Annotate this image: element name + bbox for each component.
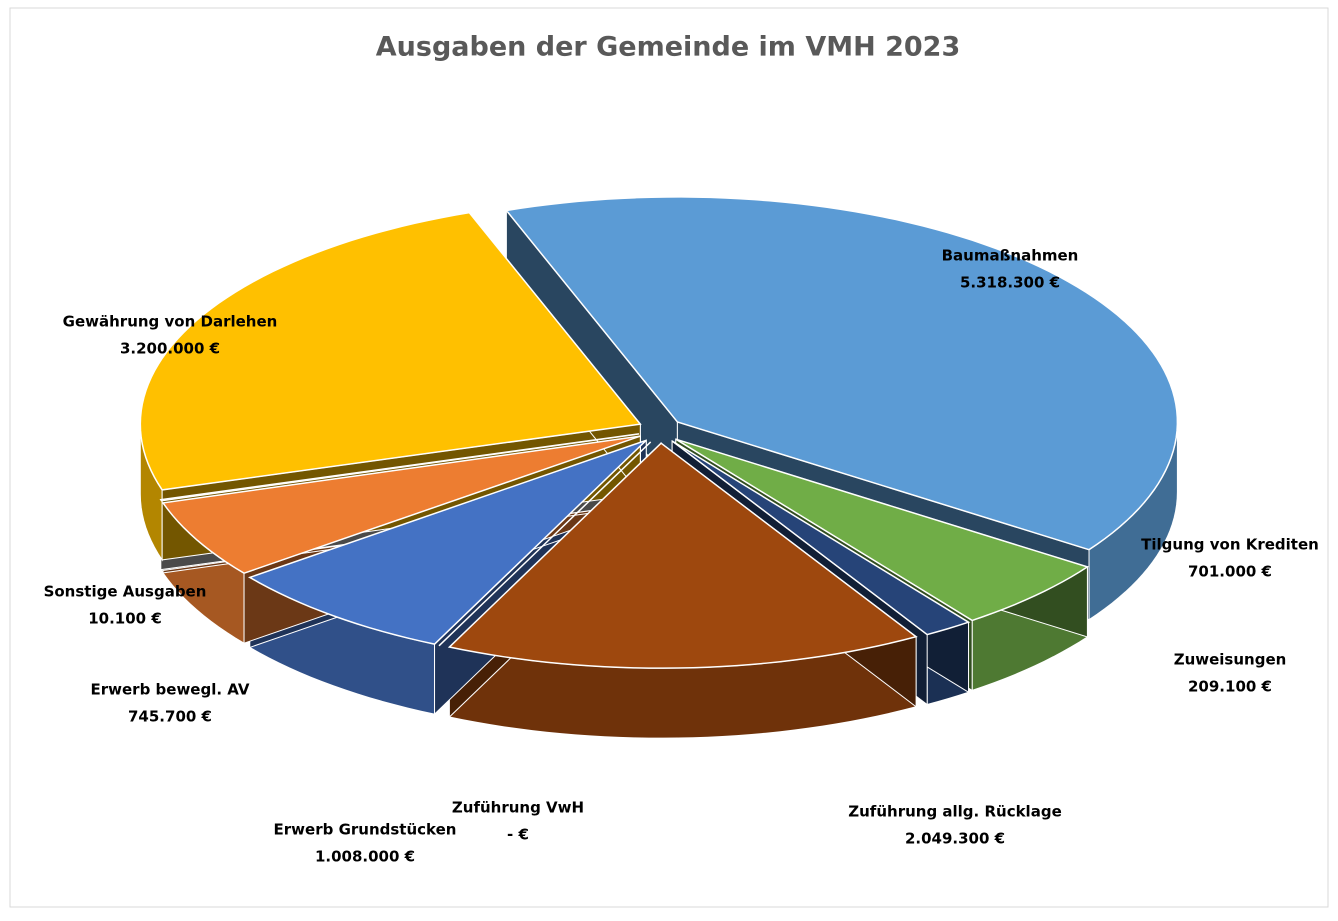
data-label-name: Erwerb Grundstücken xyxy=(274,821,457,839)
data-label-value: 701.000 € xyxy=(1188,563,1272,581)
data-label-name: Gewährung von Darlehen xyxy=(63,313,278,331)
data-labels: Baumaßnahmen 5.318.300 € Tilgung von Kredi… xyxy=(44,247,1319,866)
slice xyxy=(438,441,652,647)
slice xyxy=(139,211,642,491)
slice xyxy=(247,439,647,645)
data-label-name: Erwerb bewegl. AV xyxy=(91,681,250,699)
slice xyxy=(671,440,971,636)
slice xyxy=(504,196,1179,551)
data-label-value: 10.100 € xyxy=(88,610,162,628)
data-label-value: 745.700 € xyxy=(128,708,212,726)
data-label-value: 2.049.300 € xyxy=(905,830,1005,848)
data-label-value: 3.200.000 € xyxy=(120,340,220,358)
data-label-name: Zuführung allg. Rücklage xyxy=(848,803,1062,821)
data-label-value: - € xyxy=(507,826,529,844)
chart-title: Ausgaben der Gemeinde im VMH 2023 xyxy=(376,32,960,63)
data-label-value: 1.008.000 € xyxy=(315,848,415,866)
slice-tops xyxy=(139,196,1179,669)
data-label-name: Tilgung von Krediten xyxy=(1141,536,1319,554)
data-label-name: Sonstige Ausgaben xyxy=(44,583,207,601)
data-label-name: Baumaßnahmen xyxy=(942,247,1079,265)
slice xyxy=(159,433,640,502)
data-label-name: Zuführung VwH xyxy=(452,799,584,817)
data-label-name: Zuweisungen xyxy=(1174,651,1287,669)
slice xyxy=(447,442,918,669)
data-label-value: 209.100 € xyxy=(1188,678,1272,696)
slice xyxy=(675,438,1090,622)
slice xyxy=(161,435,641,575)
data-label-value: 5.318.300 € xyxy=(960,274,1060,292)
